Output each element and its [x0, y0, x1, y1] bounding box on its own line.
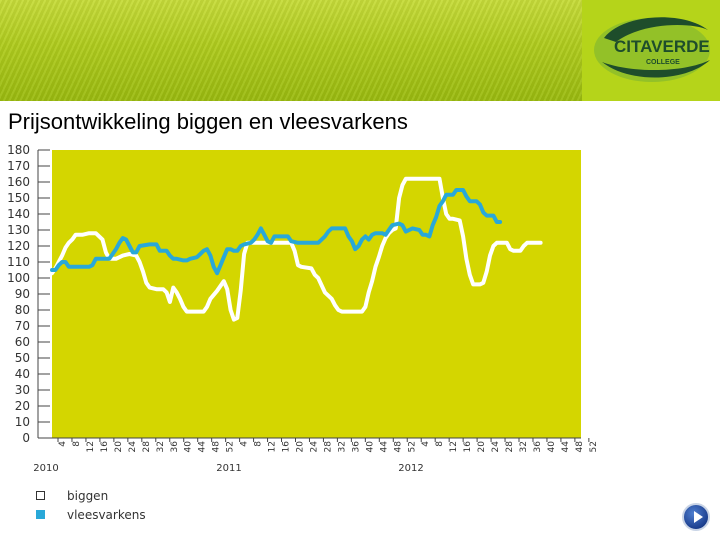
- x-tick-label: 36: [351, 441, 361, 453]
- x-tick-label: 24: [491, 441, 501, 453]
- x-tick-label: 48: [575, 441, 585, 453]
- logo-text: CITAVERDE: [614, 37, 710, 56]
- logo-subtext: COLLEGE: [646, 59, 680, 66]
- x-tick-label: 16: [463, 441, 473, 453]
- x-tick-label: 52: [589, 441, 599, 452]
- y-tick-label: 20: [15, 399, 30, 413]
- citaverde-logo: CITAVERDE COLLEGE: [594, 17, 710, 82]
- y-tick-label: 80: [15, 303, 30, 317]
- x-tick-label: 24: [309, 441, 319, 453]
- x-tick-label: 12: [86, 441, 96, 452]
- x-tick-label: 32: [156, 441, 166, 452]
- y-tick-label: 130: [7, 223, 30, 237]
- x-tick-label: 28: [505, 441, 515, 453]
- page-title: Prijsontwikkeling biggen en vleesvarkens: [8, 109, 408, 134]
- y-tick-label: 180: [7, 143, 30, 157]
- x-tick-label: 32: [519, 441, 529, 452]
- year-label: 2010: [33, 463, 58, 474]
- x-tick-label: 36: [533, 441, 543, 453]
- plot-area: 0 10 20 30 40 50 60 70 80 90 100 110 120 130 140 150 160…: [7, 143, 599, 474]
- x-tick-label: 36: [170, 441, 180, 453]
- x-tick-label: 40: [547, 441, 557, 453]
- y-tick-label: 50: [15, 351, 30, 365]
- x-tick-label: 44: [379, 441, 389, 453]
- y-tick-label: 140: [7, 207, 30, 221]
- price-chart: 0 10 20 30 40 50 60 70 80 90 100 110 120 130 140 150 160…: [7, 143, 599, 474]
- y-tick-label: 110: [7, 255, 30, 269]
- legend-label-biggen: biggen: [67, 488, 109, 503]
- y-tick-label: 90: [15, 287, 30, 301]
- series-line-biggen: [50, 176, 543, 322]
- y-tick-label: 60: [15, 335, 30, 349]
- x-tick-label: 4: [58, 441, 68, 447]
- x-tick-label: 24: [128, 441, 138, 453]
- y-tick-label: 30: [15, 383, 30, 397]
- y-tick-label: 70: [15, 319, 30, 333]
- series-line-vleesvarkens: [50, 188, 503, 276]
- legend: biggen vleesvarkens: [36, 486, 146, 524]
- y-tick-label: 160: [7, 175, 30, 189]
- x-tick-label: 8: [254, 441, 264, 447]
- year-label: 2011: [216, 463, 241, 474]
- next-slide-button[interactable]: [682, 503, 710, 531]
- x-tick-label: 4: [421, 441, 431, 447]
- legend-item-vleesvarkens: vleesvarkens: [36, 505, 146, 524]
- x-tick-label: 40: [365, 441, 375, 453]
- y-tick-label: 120: [7, 239, 30, 253]
- x-tick-label: 8: [72, 441, 82, 447]
- x-tick-label: 20: [295, 441, 305, 453]
- x-tick-label: 20: [477, 441, 487, 453]
- plot-background: [52, 150, 581, 438]
- y-tick-label: 10: [15, 415, 30, 429]
- y-tick-label: 100: [7, 271, 30, 285]
- x-tick-label: 16: [100, 441, 110, 453]
- x-tick-label: 32: [337, 441, 347, 452]
- x-tick-label: 44: [561, 441, 571, 453]
- year-label: 2012: [398, 463, 423, 474]
- play-arrow-icon: [694, 511, 703, 523]
- legend-item-biggen: biggen: [36, 486, 146, 505]
- x-tick-label: 8: [435, 441, 445, 447]
- x-tick-label: 48: [393, 441, 403, 453]
- x-tick-label: 20: [114, 441, 124, 453]
- x-tick-label: 52: [407, 441, 417, 452]
- legend-swatch-vleesvarkens: [36, 510, 45, 519]
- logo-panel: CITAVERDE COLLEGE: [582, 0, 720, 101]
- x-tick-label: 28: [323, 441, 333, 453]
- x-tick-label: 40: [184, 441, 194, 453]
- legend-swatch-biggen: [36, 491, 45, 500]
- x-tick-label: 52: [226, 441, 236, 452]
- x-tick-label: 4: [240, 441, 250, 447]
- x-tick-label: 12: [449, 441, 459, 452]
- x-tick-label: 16: [282, 441, 292, 453]
- legend-label-vleesvarkens: vleesvarkens: [67, 507, 146, 522]
- y-tick-label: 170: [7, 159, 30, 173]
- x-tick-label: 12: [268, 441, 278, 452]
- y-tick-label: 0: [22, 431, 30, 445]
- x-tick-label: 48: [212, 441, 222, 453]
- y-tick-label: 150: [7, 191, 30, 205]
- x-tick-label: 28: [142, 441, 152, 453]
- y-tick-label: 40: [15, 367, 30, 381]
- x-tick-label: 44: [198, 441, 208, 453]
